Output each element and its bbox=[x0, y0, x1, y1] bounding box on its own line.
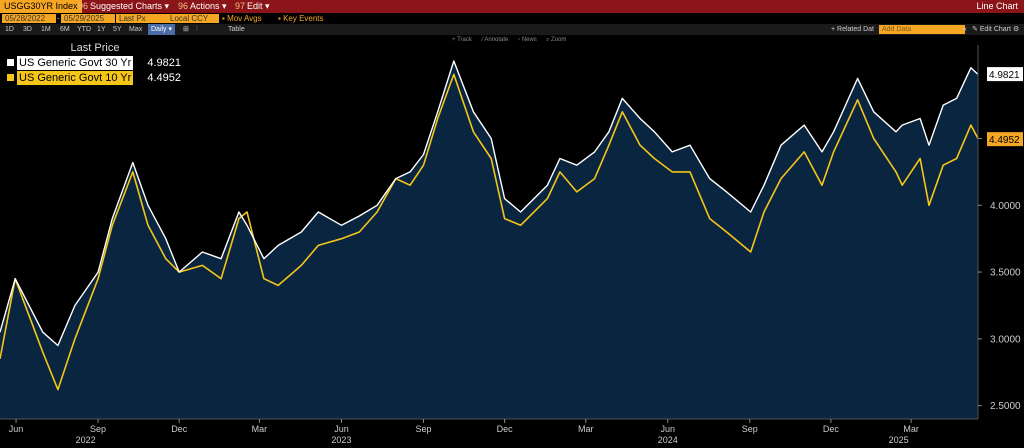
start-date-field[interactable]: 05/28/2022 bbox=[2, 14, 56, 23]
period-max[interactable]: Max bbox=[129, 26, 143, 33]
track-tool[interactable]: + Track bbox=[452, 36, 472, 45]
related-data-label[interactable]: + Related Dat bbox=[831, 26, 874, 33]
legend-label-10yr: US Generic Govt 10 Yr bbox=[17, 71, 134, 85]
line-chart[interactable]: 2.50003.00003.50004.00004.50004.98214.49… bbox=[0, 35, 1024, 448]
period-6m[interactable]: 6M bbox=[60, 26, 70, 33]
x-axis-strip bbox=[0, 419, 1024, 448]
last-value-tag-30yr: 4.9821 bbox=[989, 70, 1020, 81]
period-1m[interactable]: 1M bbox=[41, 26, 51, 33]
line-style-icon[interactable]: ⫶ bbox=[196, 26, 198, 33]
menu-label: Edit ▾ bbox=[247, 1, 270, 11]
x-year-label: 2025 bbox=[889, 435, 909, 445]
track-label: Track bbox=[457, 37, 472, 43]
menu-actions[interactable]: 96 Actions ▾ bbox=[178, 0, 227, 13]
news-tool[interactable]: ▫ News bbox=[518, 36, 537, 45]
date-separator: - bbox=[57, 14, 60, 23]
menu-edit[interactable]: 97 Edit ▾ bbox=[235, 0, 270, 13]
legend-label-30yr: US Generic Govt 30 Yr bbox=[17, 56, 134, 70]
zoom-icon: ⌕ bbox=[546, 37, 552, 43]
collapse-icon[interactable]: « bbox=[963, 26, 967, 33]
header-bar: USGG30YR Index 96 Suggested Charts ▾ 96 Ac… bbox=[0, 0, 1024, 13]
last-value-tag-10yr: 4.4952 bbox=[989, 135, 1020, 146]
x-tick-label: Mar bbox=[252, 424, 268, 434]
legend: Last Price US Generic Govt 30 Yr 4.9821 U… bbox=[6, 42, 184, 87]
period-5y[interactable]: 5Y bbox=[113, 26, 122, 33]
track-icon: + bbox=[452, 37, 458, 43]
mov-avgs-button[interactable]: ▪ Mov Avgs bbox=[222, 13, 262, 24]
legend-swatch-10yr bbox=[7, 74, 14, 81]
y-tick-label: 3.5000 bbox=[990, 268, 1021, 279]
zoom-tool[interactable]: ⌕ Zoom bbox=[546, 36, 566, 45]
x-tick-label: Sep bbox=[742, 424, 758, 434]
area-fill-30yr bbox=[0, 61, 978, 419]
x-year-label: 2022 bbox=[76, 435, 96, 445]
news-icon: ▫ bbox=[518, 37, 522, 43]
y-tick-label: 4.0000 bbox=[990, 201, 1021, 212]
legend-value-30yr: 4.9821 bbox=[147, 57, 181, 69]
legend-value-10yr: 4.4952 bbox=[147, 72, 181, 84]
x-tick-label: Sep bbox=[90, 424, 106, 434]
x-tick-label: Sep bbox=[415, 424, 431, 434]
annotate-label: Annotate bbox=[484, 37, 509, 43]
menu-number: 96 bbox=[178, 1, 189, 11]
x-tick-label: Mar bbox=[903, 424, 919, 434]
x-tick-label: Dec bbox=[823, 424, 840, 434]
table-button[interactable]: Table bbox=[228, 26, 245, 33]
flag-icon: ▪ bbox=[278, 14, 284, 23]
x-tick-label: Jun bbox=[660, 424, 675, 434]
chart-kind-label: Line Chart bbox=[976, 1, 1018, 11]
frequency-selector[interactable]: Daily ▾ bbox=[148, 24, 176, 35]
x-tick-label: Dec bbox=[171, 424, 188, 434]
period-3d[interactable]: 3D bbox=[23, 26, 32, 33]
x-year-label: 2023 bbox=[331, 435, 351, 445]
gear-icon[interactable]: ⚙ bbox=[1013, 26, 1020, 33]
field-selector[interactable]: Last Px bbox=[116, 14, 168, 23]
zoom-label: Zoom bbox=[551, 37, 567, 43]
series-line-10yr bbox=[0, 73, 979, 391]
legend-swatch-30yr bbox=[7, 59, 14, 66]
end-date-field[interactable]: 05/29/2025 bbox=[61, 14, 115, 23]
last-value-tag-10yr-bg bbox=[987, 132, 1023, 147]
last-value-tag-30yr-bg bbox=[987, 67, 1023, 82]
news-label: News bbox=[521, 37, 537, 43]
series-line-30yr bbox=[0, 60, 979, 347]
period-1y[interactable]: 1Y bbox=[97, 26, 106, 33]
x-tick-label: Dec bbox=[497, 424, 514, 434]
pencil-icon: ✎ bbox=[972, 26, 980, 33]
related-data-field[interactable]: Add Data bbox=[879, 25, 965, 34]
legend-header: Last Price bbox=[70, 42, 120, 54]
currency-selector[interactable]: Local CCY bbox=[167, 14, 219, 23]
x-year-label: 2024 bbox=[658, 435, 678, 445]
period-bar: 1D 3D 1M 6M YTD 1Y 5Y Max Daily ▾ ⊞ ⫶ Ta… bbox=[0, 24, 1024, 35]
bars-icon: ▪ bbox=[222, 14, 228, 23]
annotate-icon: ⁄ bbox=[482, 37, 485, 43]
y-axis-strip bbox=[978, 45, 1024, 419]
y-tick-label: 3.0000 bbox=[990, 334, 1021, 345]
key-events-button[interactable]: ▪ Key Events bbox=[278, 13, 324, 24]
y-tick-label: 2.5000 bbox=[990, 401, 1021, 412]
legend-item-30yr[interactable]: US Generic Govt 30 Yr 4.9821 bbox=[6, 56, 184, 70]
ticker-field[interactable]: USGG30YR Index bbox=[0, 0, 82, 13]
period-ytd[interactable]: YTD bbox=[77, 26, 91, 33]
x-tick-label: Jun bbox=[334, 424, 349, 434]
edit-chart-button[interactable]: ✎ Edit Chart bbox=[972, 24, 1011, 35]
menu-label: Suggested Charts ▾ bbox=[90, 1, 170, 11]
legend-item-10yr[interactable]: US Generic Govt 10 Yr 4.4952 bbox=[6, 71, 184, 85]
key-events-label: Key Events bbox=[283, 14, 324, 23]
menu-number: 96 bbox=[78, 1, 89, 11]
x-tick-label: Jun bbox=[9, 424, 24, 434]
edit-chart-label: Edit Chart bbox=[979, 26, 1011, 33]
menu-label: Actions ▾ bbox=[190, 1, 227, 11]
annotate-tool[interactable]: ⁄ Annotate bbox=[482, 36, 508, 45]
menu-number: 97 bbox=[235, 1, 246, 11]
x-tick-label: Mar bbox=[578, 424, 594, 434]
period-1d[interactable]: 1D bbox=[5, 26, 14, 33]
candle-icon[interactable]: ⊞ bbox=[183, 26, 189, 33]
params-bar: 05/28/2022 - 05/29/2025 Last Px Local CC… bbox=[0, 13, 1024, 24]
menu-suggested-charts[interactable]: 96 Suggested Charts ▾ bbox=[78, 0, 169, 13]
mov-avgs-label: Mov Avgs bbox=[227, 14, 262, 23]
